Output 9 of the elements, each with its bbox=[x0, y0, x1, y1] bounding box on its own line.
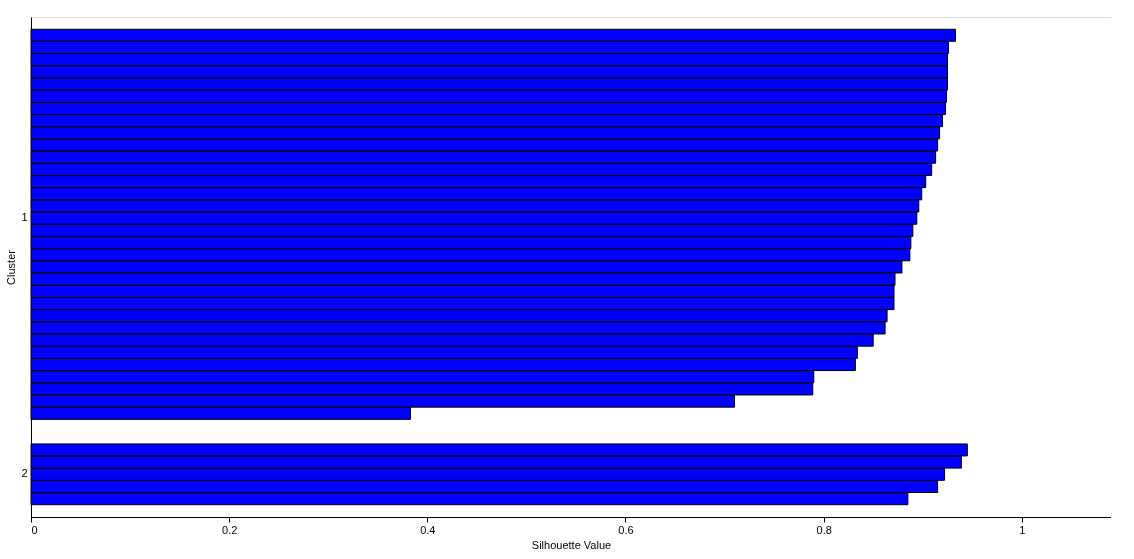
x-tick-label: 0 bbox=[31, 523, 38, 536]
x-tick-label: 0.6 bbox=[618, 523, 634, 536]
x-tick-label: 1 bbox=[1019, 523, 1026, 536]
x-axis-title: Silhouette Value bbox=[531, 538, 612, 551]
x-tick-label: 0.2 bbox=[222, 523, 238, 536]
y-axis-title: Cluster bbox=[5, 249, 18, 285]
x-tick-label: 0.4 bbox=[420, 523, 436, 536]
x-tick-label: 0.8 bbox=[816, 523, 832, 536]
y-tick-label: 2 bbox=[21, 467, 28, 480]
